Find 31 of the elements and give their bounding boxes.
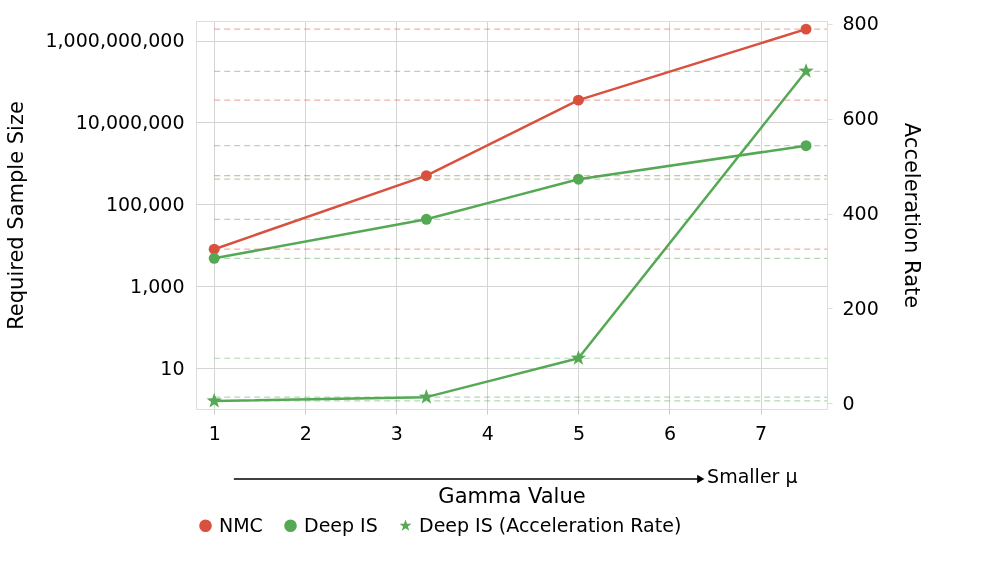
y2-tick-label: 0: [842, 391, 855, 414]
x-axis-title: Gamma Value: [438, 483, 586, 508]
x-tick-label: 1: [208, 421, 221, 444]
legend-label: Deep IS (Acceleration Rate): [419, 513, 682, 536]
legend-label: NMC: [219, 513, 263, 536]
y2-tick-label: 800: [842, 12, 879, 35]
legend-label: Deep IS: [304, 513, 378, 536]
y-tick-label: 10: [160, 356, 185, 379]
point: [420, 170, 432, 182]
y-tick-label: 1,000,000,000: [45, 29, 185, 52]
y-tick-label: 100,000: [105, 192, 185, 215]
y2-tick-label: 400: [842, 202, 879, 225]
y2-axis-title: Acceleration Rate: [899, 122, 924, 309]
point: [208, 252, 220, 264]
point: [420, 213, 432, 225]
y-tick-label: 10,000,000: [75, 110, 185, 133]
point: [572, 173, 584, 185]
y2-tick-label: 600: [842, 107, 879, 130]
x-tick-label: 6: [663, 421, 677, 444]
x-tick-label: 3: [390, 421, 403, 444]
point: [572, 94, 584, 106]
y2-tick-label: 200: [842, 296, 879, 319]
text: Smaller μ: [707, 465, 798, 487]
x-tick-label: 7: [754, 421, 768, 444]
y-axis-title: Required Sample Size: [4, 101, 29, 330]
point: [800, 140, 812, 152]
y-tick-label: 1,000: [130, 274, 185, 297]
x-tick-label: 5: [572, 421, 585, 444]
x-tick-label: 2: [299, 421, 312, 444]
x-tick-label: 4: [481, 421, 494, 444]
point: [800, 23, 812, 35]
